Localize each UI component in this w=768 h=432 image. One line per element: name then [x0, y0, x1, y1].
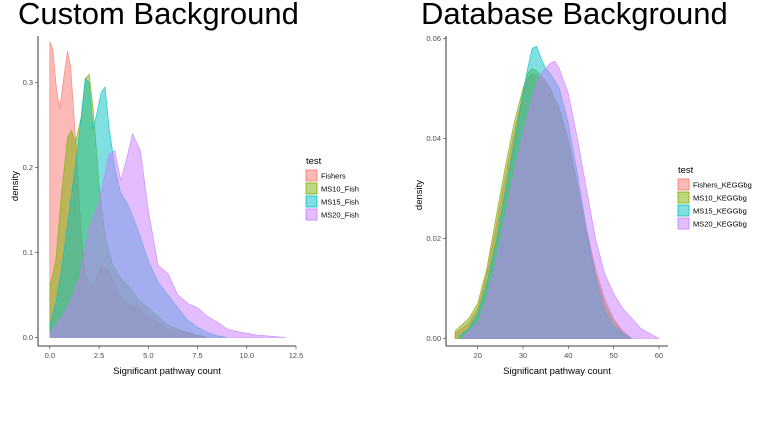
y-axis-label: density — [414, 180, 425, 210]
x-tick-label: 40 — [564, 351, 572, 360]
x-tick-label: 5.0 — [143, 351, 153, 360]
x-axis-label: Significant pathway count — [113, 366, 221, 377]
legend-label-ms15_keggbg: MS15_KEGGbg — [693, 207, 747, 216]
y-tick-label: 0.02 — [426, 234, 441, 243]
chart-title-database-background: Database Background — [421, 0, 728, 31]
x-tick-label: 60 — [655, 351, 663, 360]
legend-label-ms10_keggbg: MS10_KEGGbg — [693, 194, 747, 203]
legend-label-fishers_keggbg: Fishers_KEGGbg — [693, 181, 752, 190]
x-tick-label: 2.5 — [94, 351, 104, 360]
legend-key-ms10_fish — [305, 182, 318, 195]
x-tick-label: 12.5 — [289, 351, 304, 360]
legend-title: test — [678, 165, 694, 176]
legend-label-ms15_fish: MS15_Fish — [321, 198, 359, 207]
y-tick-label: 0.04 — [426, 134, 441, 143]
x-axis-label: Significant pathway count — [503, 366, 611, 377]
x-tick-label: 7.5 — [192, 351, 202, 360]
legend-label-ms20_keggbg: MS20_KEGGbg — [693, 220, 747, 229]
density-area-ms20_fish — [49, 132, 287, 338]
density-area-ms20_keggbg — [463, 60, 661, 339]
legend-key-fishers — [305, 169, 318, 182]
legend-label-ms10_fish: MS10_Fish — [321, 185, 359, 194]
legend-title: test — [306, 156, 322, 167]
x-tick-label: 50 — [609, 351, 617, 360]
x-tick-label: 20 — [474, 351, 482, 360]
y-tick-label: 0.2 — [23, 163, 33, 172]
x-tick-label: 30 — [519, 351, 527, 360]
y-tick-label: 0.00 — [426, 334, 441, 343]
y-tick-label: 0.06 — [426, 34, 441, 43]
legend-key-ms20_fish — [305, 208, 318, 221]
legend-key-ms15_fish — [305, 195, 318, 208]
y-tick-label: 0.1 — [23, 248, 33, 257]
x-tick-label: 0.0 — [45, 351, 55, 360]
y-tick-label: 0.3 — [23, 78, 33, 87]
y-axis-label: density — [10, 171, 21, 201]
legend-label-ms20_fish: MS20_Fish — [321, 211, 359, 220]
legend-key-ms20_keggbg — [677, 217, 690, 230]
legend-key-ms10_keggbg — [677, 191, 690, 204]
chart-title-custom-background: Custom Background — [18, 0, 299, 31]
legend-key-fishers_keggbg — [677, 178, 690, 191]
legend-label-fishers: Fishers — [321, 172, 346, 181]
x-tick-label: 10.0 — [239, 351, 254, 360]
y-tick-label: 0.0 — [23, 333, 33, 342]
legend-key-ms15_keggbg — [677, 204, 690, 217]
